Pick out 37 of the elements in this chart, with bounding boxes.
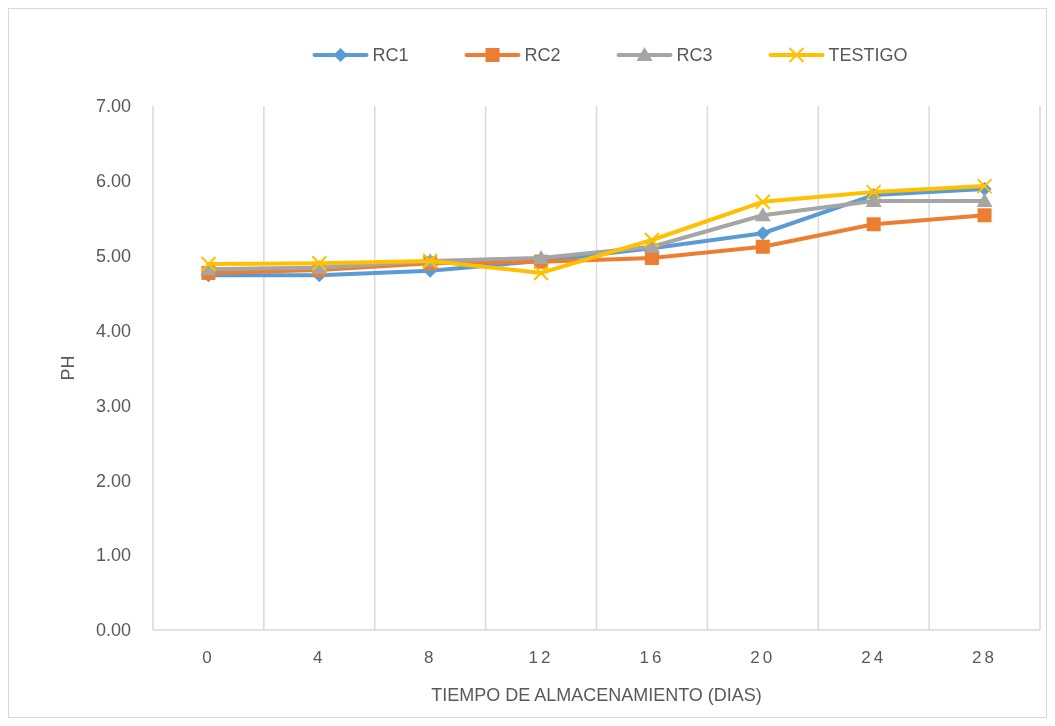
legend-label: RC3 [676,45,713,66]
x-tick-label: 28 [972,648,998,667]
y-tick-label: 1.00 [95,545,131,566]
x-tick-label: 24 [861,648,887,667]
y-tick-label: 5.00 [95,246,131,267]
x-tick-label: 16 [639,648,665,667]
y-tick-label: 0.00 [95,620,131,641]
x-tick-label: 0 [202,648,215,667]
point [643,231,660,248]
point [533,249,550,264]
legend-label: TESTIGO [828,45,908,66]
point [755,239,770,254]
point [755,226,770,241]
x-axis-title: TIEMPO DE ALMACENAMIENTO (DIAS) [431,685,762,705]
x-tick-label: 8 [423,648,437,667]
point [976,193,993,208]
point [311,255,328,272]
y-tick-label: 4.00 [95,320,131,341]
x-tick-label: 20 [750,648,776,667]
point [754,207,771,222]
point [200,255,217,272]
y-tick-label: 7.00 [95,96,131,117]
legend-label: RC2 [524,45,561,66]
point [976,178,993,195]
y-tick-label: 6.00 [95,171,131,192]
x-tick-label: 12 [528,648,554,667]
point [533,264,550,281]
point [865,184,882,201]
x-tick-label: 4 [313,648,326,667]
y-tick-label: 3.00 [95,395,131,416]
point [866,217,881,232]
y-axis-title: PH [58,355,78,381]
point [977,208,992,223]
point [754,193,771,210]
point [865,193,882,208]
legend-label: RC1 [372,45,409,66]
y-tick-label: 2.00 [95,470,131,491]
